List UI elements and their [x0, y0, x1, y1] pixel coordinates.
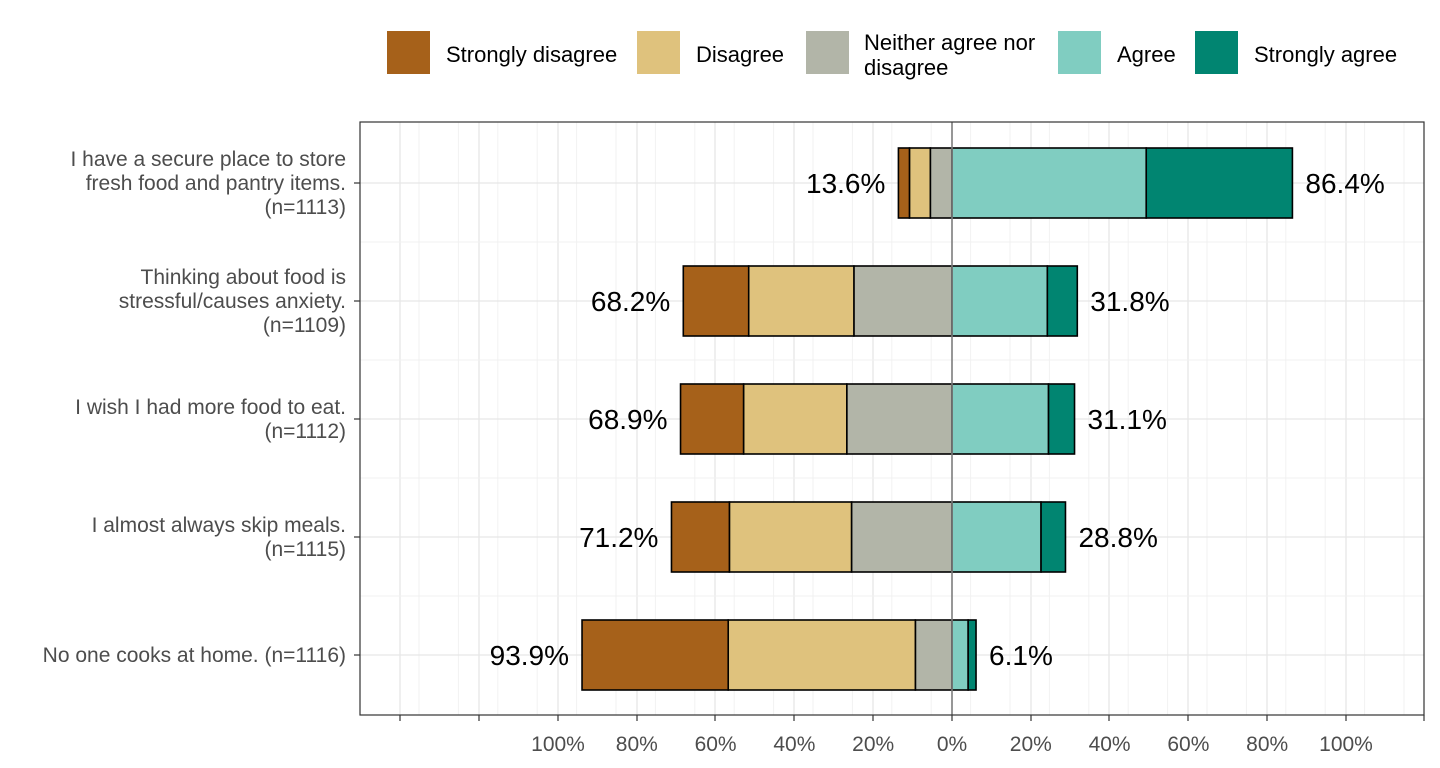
bar-segment-neither-agree-nor-disagree: [850, 501, 953, 573]
legend-item-agree: Agree: [1058, 31, 1176, 74]
bar-segment-strongly-agree: [1046, 265, 1079, 337]
bar-segment-strongly-agree: [1040, 501, 1067, 573]
y-tick-label-line: (n=1115): [264, 538, 346, 561]
bar-segment-disagree: [728, 501, 853, 573]
bars: [581, 147, 1294, 691]
y-tick-label-line: I have a secure place to store: [71, 148, 347, 171]
legend-label-line: Neither agree nor: [864, 30, 1035, 55]
bar-segment-agree: [951, 383, 1050, 455]
bar-segment-strongly-agree: [1145, 147, 1294, 219]
legend: Strongly disagree Disagree Neither agree n…: [387, 30, 1397, 80]
bar-segment-disagree: [747, 265, 855, 337]
x-tick-label: 100%: [1319, 733, 1373, 756]
x-tick-label: 20%: [1010, 733, 1052, 756]
legend-label-line: Agree: [1117, 42, 1176, 67]
bar-segment-neither-agree-nor-disagree: [853, 265, 953, 337]
legend-key: [387, 31, 430, 74]
negative-total-label: 68.2%: [591, 286, 670, 317]
bar-segment-disagree: [727, 619, 917, 691]
bar-segment-agree: [951, 619, 969, 691]
y-tick-label-line: No one cooks at home. (n=1116): [43, 644, 346, 667]
x-tick-label: 40%: [1089, 733, 1131, 756]
bar-segment-agree: [951, 265, 1049, 337]
legend-label: Strongly disagree: [446, 42, 617, 67]
y-tick-label-line: I almost always skip meals.: [92, 514, 346, 537]
y-tick-label-line: fresh food and pantry items.: [86, 172, 346, 195]
x-tick-label: 0%: [937, 733, 967, 756]
x-tick-label: 80%: [1246, 733, 1288, 756]
x-tick-label: 40%: [773, 733, 815, 756]
y-tick-label-line: (n=1109): [263, 314, 346, 337]
positive-total-label: 31.8%: [1090, 286, 1169, 317]
bar-segment-disagree: [742, 383, 848, 455]
bar-group-2: [682, 265, 1079, 337]
legend-key: [1058, 31, 1101, 74]
y-axis: I have a secure place to store fresh food…: [43, 148, 360, 667]
y-tick-label: Thinking about food is stressful/causes a…: [119, 266, 346, 337]
negative-total-label: 71.2%: [579, 522, 658, 553]
y-tick-label: I almost always skip meals. (n=1115): [92, 514, 346, 561]
bar-segment-neither-agree-nor-disagree: [914, 619, 953, 691]
bar-segment-disagree: [908, 147, 932, 219]
y-tick-label-line: I wish I had more food to eat.: [75, 396, 346, 419]
bar-segment-strongly-disagree: [581, 619, 730, 691]
y-tick-label: I have a secure place to store fresh food…: [71, 148, 347, 219]
positive-total-label: 31.1%: [1088, 404, 1167, 435]
legend-label-line: Disagree: [696, 42, 784, 67]
bar-group-5: [581, 619, 977, 691]
legend-key: [1195, 31, 1238, 74]
bar-segment-strongly-disagree: [897, 147, 911, 219]
x-axis: 100% 80% 60% 40% 20% 0% 20% 40% 60% 80% 100%: [399, 715, 1425, 756]
bar-segment-strongly-disagree: [670, 501, 731, 573]
legend-item-strongly-agree: Strongly agree: [1195, 31, 1397, 74]
bar-segment-strongly-agree: [1047, 383, 1076, 455]
legend-label: Agree: [1117, 42, 1176, 67]
bar-group-3: [679, 383, 1076, 455]
x-tick-label: 60%: [695, 733, 737, 756]
x-tick-label: 100%: [531, 733, 585, 756]
bar-segment-neither-agree-nor-disagree: [846, 383, 953, 455]
bar-segment-agree: [951, 147, 1148, 219]
bar-segment-strongly-agree: [967, 619, 977, 691]
x-tick-label: 20%: [852, 733, 894, 756]
legend-label-line: disagree: [864, 55, 948, 80]
legend-key: [806, 31, 849, 74]
legend-item-strongly-disagree: Strongly disagree: [387, 31, 617, 74]
y-tick-label: I wish I had more food to eat. (n=1112): [75, 396, 346, 443]
bar-group-4: [670, 501, 1067, 573]
percent-labels: 13.6% 86.4% 68.2% 31.8% 68.9% 31.1% 71.2% 28.8%…: [490, 168, 1385, 671]
positive-total-label: 86.4%: [1305, 168, 1384, 199]
legend-label: Strongly agree: [1254, 42, 1397, 67]
bar-segment-agree: [951, 501, 1042, 573]
y-tick-label-line: Thinking about food is: [141, 266, 346, 289]
bar-segment-strongly-disagree: [679, 383, 745, 455]
bar-segment-neither-agree-nor-disagree: [929, 147, 953, 219]
positive-total-label: 6.1%: [989, 640, 1053, 671]
legend-label-line: Strongly disagree: [446, 42, 617, 67]
negative-total-label: 68.9%: [588, 404, 667, 435]
y-tick-label-line: (n=1112): [264, 420, 346, 443]
bar-group-1: [897, 147, 1294, 219]
legend-key: [637, 31, 680, 74]
negative-total-label: 13.6%: [806, 168, 885, 199]
legend-label: Disagree: [696, 42, 784, 67]
bar-segment-strongly-disagree: [682, 265, 750, 337]
y-tick-label: No one cooks at home. (n=1116): [43, 644, 346, 667]
legend-label-line: Strongly agree: [1254, 42, 1397, 67]
x-tick-label: 60%: [1167, 733, 1209, 756]
positive-total-label: 28.8%: [1078, 522, 1157, 553]
legend-label: Neither agree nor disagree: [864, 30, 1035, 80]
x-tick-label: 80%: [616, 733, 658, 756]
negative-total-label: 93.9%: [490, 640, 569, 671]
legend-item-neither-agree-nor-disagree: Neither agree nor disagree: [806, 30, 1035, 80]
legend-item-disagree: Disagree: [637, 31, 784, 74]
y-tick-label-line: (n=1113): [264, 196, 346, 219]
y-tick-label-line: stressful/causes anxiety.: [119, 290, 346, 313]
